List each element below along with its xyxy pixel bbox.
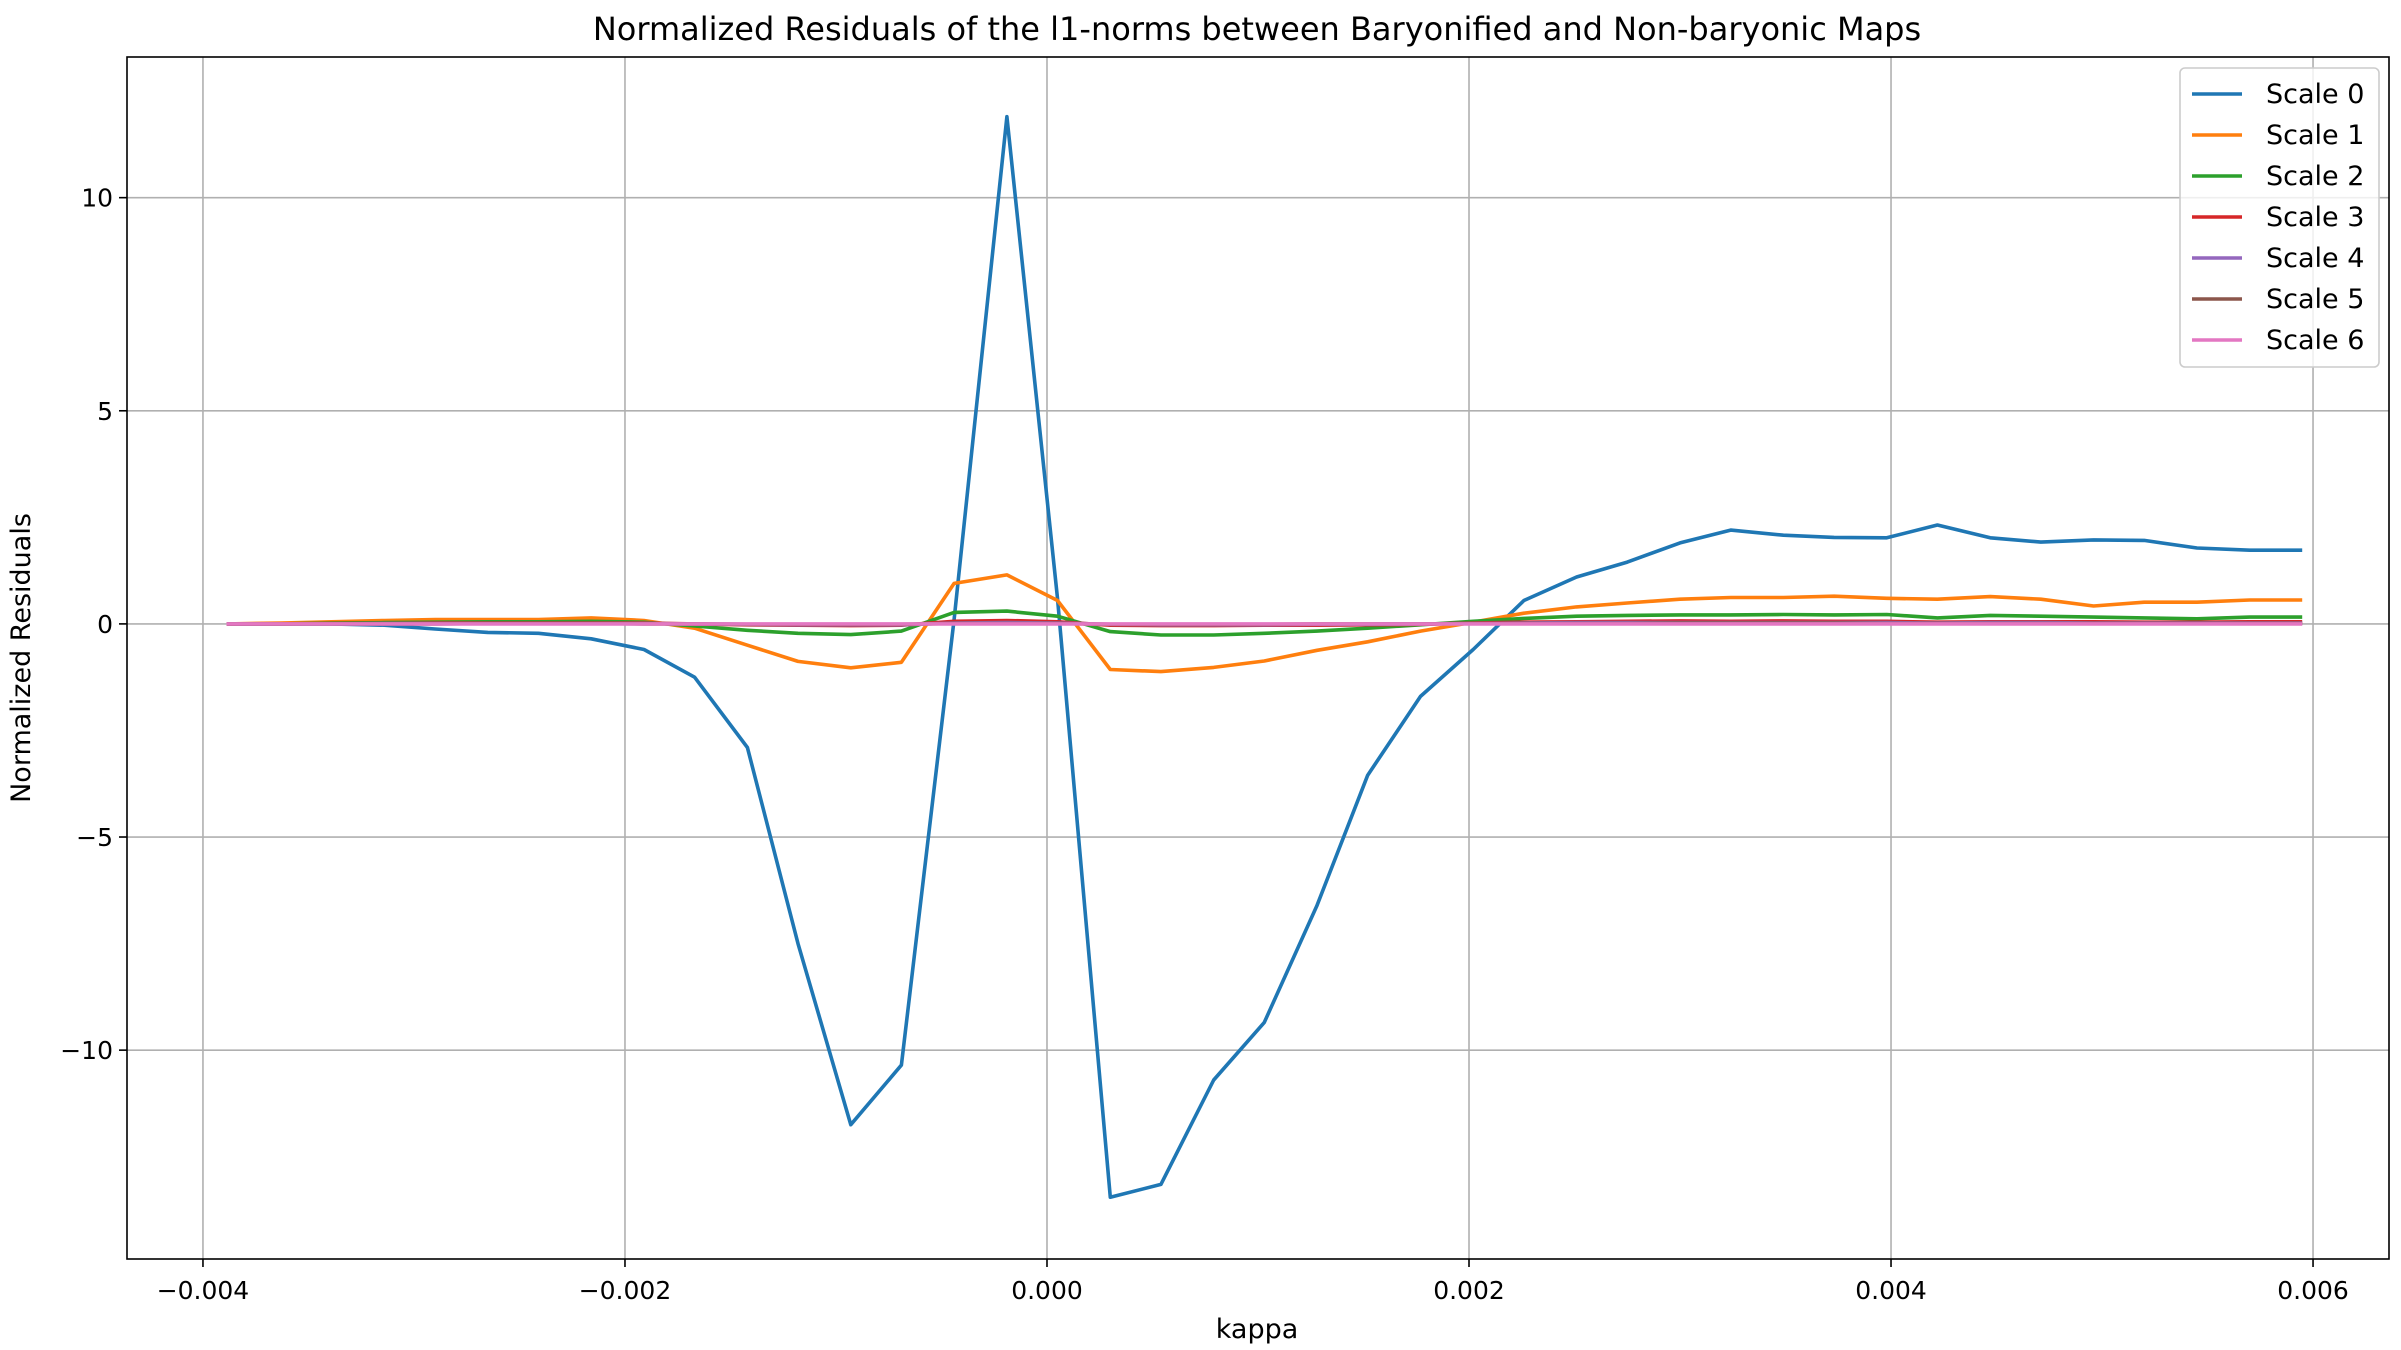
legend-box [2179, 67, 2380, 368]
y-tick-label: 0 [97, 610, 113, 639]
x-tick-label: 0.004 [1855, 1276, 1927, 1305]
legend-label-scale-1: Scale 1 [2266, 120, 2364, 151]
legend: Scale 0 Scale 1 Scale 2 Scale 3 Scale 4 Scale… [2179, 67, 2380, 368]
x-tick-label: 0.000 [1011, 1276, 1083, 1305]
y-axis-label: Normalized Residuals [6, 513, 37, 803]
x-tick-label: 0.006 [2277, 1276, 2349, 1305]
plot-lines [226, 114, 2303, 1199]
y-tick-label: 5 [97, 397, 113, 426]
axis-ticks: −0.004 −0.002 0.000 0.002 0.004 0.006 −10 −5 0 5 1… [60, 184, 2349, 1305]
plot-frame [126, 56, 2390, 1260]
legend-label-scale-6: Scale 6 [2266, 325, 2364, 356]
legend-label-scale-5: Scale 5 [2266, 284, 2364, 315]
y-tick-label: 10 [81, 184, 113, 213]
y-tick-label: −5 [76, 823, 113, 852]
legend-label-scale-3: Scale 3 [2266, 202, 2364, 233]
legend-label-scale-2: Scale 2 [2266, 161, 2364, 192]
legend-label-scale-4: Scale 4 [2266, 243, 2364, 274]
x-axis-label: kappa [1216, 1314, 1299, 1345]
series-line-scale-1 [226, 573, 2303, 674]
series-line-scale-0 [226, 114, 2303, 1199]
x-tick-label: −0.002 [579, 1276, 672, 1305]
chart-title: Normalized Residuals of the l1-norms bet… [593, 10, 1921, 48]
x-tick-label: −0.004 [157, 1276, 250, 1305]
x-tick-label: 0.002 [1433, 1276, 1505, 1305]
y-tick-label: −10 [60, 1036, 113, 1065]
legend-label-scale-0: Scale 0 [2266, 79, 2364, 110]
